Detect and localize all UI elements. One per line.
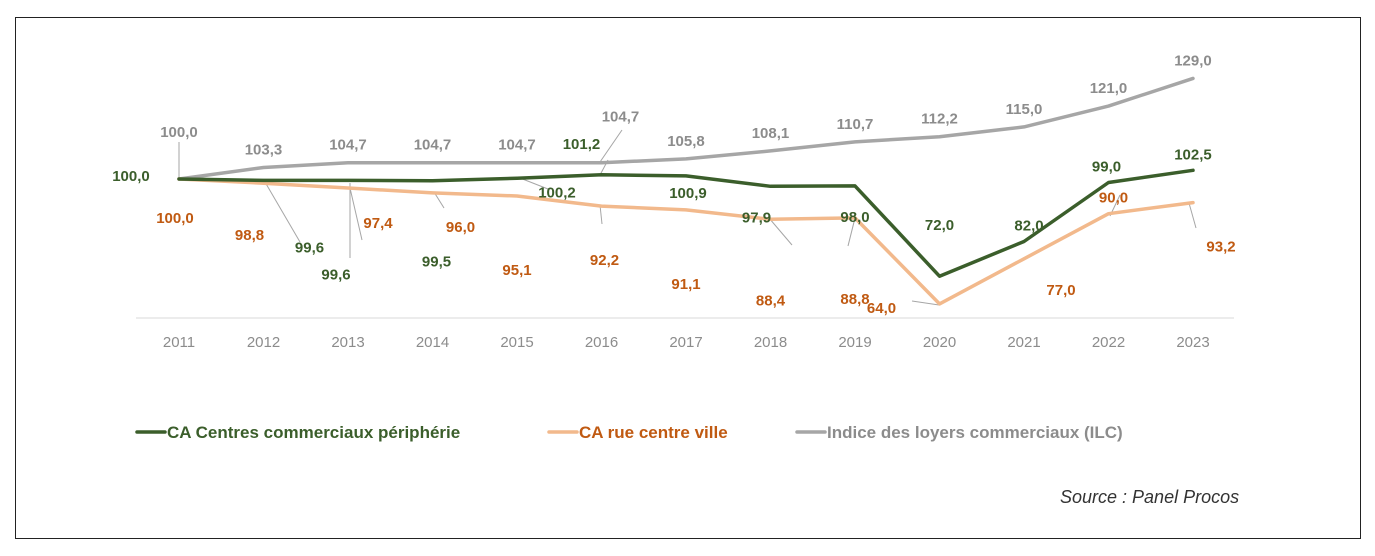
data-label-centres-commerciaux: 99,6 (295, 239, 324, 256)
data-label-centres-commerciaux: 99,0 (1092, 158, 1121, 175)
legend-item-rue-centre-ville: CA rue centre ville (547, 423, 728, 442)
leader-line (599, 204, 603, 225)
x-tick-label: 2021 (1007, 334, 1040, 351)
data-label-centres-commerciaux: 102,5 (1174, 146, 1212, 163)
data-label-rue-centre-ville: 77,0 (1046, 282, 1075, 299)
data-label-ilc: 112,2 (921, 111, 958, 128)
data-label-ilc: 129,0 (1174, 52, 1212, 69)
data-label-ilc: 104,7 (414, 137, 452, 154)
data-label-centres-commerciaux: 99,5 (422, 254, 451, 271)
legend: CA Centres commerciaux périphérie CA rue … (135, 423, 1123, 442)
data-label-rue-centre-ville: 90,0 (1099, 190, 1128, 207)
leader-line (768, 217, 793, 246)
data-label-centres-commerciaux: 100,0 (112, 168, 150, 185)
series-line-ilc (177, 76, 1195, 181)
data-label-ilc: 104,7 (602, 109, 640, 126)
data-label-rue-centre-ville: 96,0 (446, 219, 475, 236)
x-tick-label: 2017 (669, 334, 702, 351)
data-label-rue-centre-ville: 91,1 (671, 276, 700, 293)
source-note: Source : Panel Procos (1060, 487, 1240, 507)
data-label-ilc: 115,0 (1006, 101, 1043, 118)
data-label-centres-commerciaux: 100,2 (538, 184, 576, 201)
data-label-centres-commerciaux: 97,9 (742, 209, 771, 226)
data-label-ilc: 104,7 (498, 137, 536, 154)
leader-line (847, 217, 856, 247)
series-line-rue-centre-ville (177, 177, 1195, 306)
x-tick-label: 2018 (754, 334, 787, 351)
x-tick-label: 2023 (1176, 334, 1209, 351)
data-label-centres-commerciaux: 72,0 (925, 217, 954, 234)
x-tick-label: 2011 (163, 334, 195, 351)
data-label-centres-commerciaux: 98,0 (840, 209, 869, 226)
chart-frame (15, 17, 1361, 539)
leader-line (911, 300, 940, 306)
series-lines (177, 76, 1195, 306)
legend-label: Indice des loyers commerciaux (ILC) (827, 423, 1123, 442)
x-tick-label: 2016 (585, 334, 618, 351)
data-label-ilc: 104,7 (329, 137, 367, 154)
data-label-ilc: 100,0 (160, 124, 198, 141)
data-label-rue-centre-ville: 92,2 (590, 252, 619, 269)
x-tick-label: 2013 (331, 334, 364, 351)
data-label-ilc: 110,7 (837, 116, 874, 133)
x-tick-label: 2012 (247, 334, 280, 351)
data-label-centres-commerciaux: 82,0 (1014, 217, 1043, 234)
data-label-rue-centre-ville: 97,4 (363, 215, 393, 232)
data-label-ilc: 108,1 (752, 125, 790, 142)
x-tick-label: 2019 (838, 334, 871, 351)
series-line-centres-commerciaux (177, 168, 1195, 278)
data-label-centres-commerciaux: 100,9 (669, 185, 707, 202)
data-label-rue-centre-ville: 93,2 (1206, 239, 1235, 256)
leader-line (264, 181, 301, 243)
data-label-rue-centre-ville: 95,1 (502, 262, 531, 279)
x-tick-label: 2015 (500, 334, 533, 351)
leader-line (1188, 202, 1197, 229)
data-label-centres-commerciaux: 99,6 (321, 266, 350, 283)
data-label-centres-commerciaux: 101,2 (563, 136, 601, 153)
legend-label: CA rue centre ville (579, 423, 728, 442)
data-label-rue-centre-ville: 98,8 (235, 227, 264, 244)
leader-line (349, 187, 363, 241)
x-tick-label: 2022 (1092, 334, 1125, 351)
legend-label: CA Centres commerciaux périphérie (167, 423, 460, 442)
data-label-rue-centre-ville: 100,0 (156, 210, 194, 227)
data-labels: 100,0 99,6 99,6 99,5 100,2 101,2 100,9 97,9 98,0… (112, 52, 1235, 317)
leader-line (599, 129, 623, 163)
x-tick-label: 2014 (416, 334, 449, 351)
data-label-ilc: 121,0 (1090, 80, 1128, 97)
data-label-rue-centre-ville: 64,0 (867, 300, 896, 317)
x-tick-label: 2020 (923, 334, 956, 351)
data-label-ilc: 103,3 (245, 141, 283, 158)
data-label-ilc: 105,8 (667, 133, 705, 150)
data-label-rue-centre-ville: 88,8 (840, 291, 869, 308)
x-axis-ticks: 2011 2012 2013 2014 2015 2016 2017 2018 2019 2020… (163, 334, 1210, 351)
legend-item-centres-commerciaux: CA Centres commerciaux périphérie (135, 423, 460, 442)
leader-line (519, 177, 549, 190)
legend-item-ilc: Indice des loyers commerciaux (ILC) (795, 423, 1123, 442)
data-label-rue-centre-ville: 88,4 (756, 292, 786, 309)
